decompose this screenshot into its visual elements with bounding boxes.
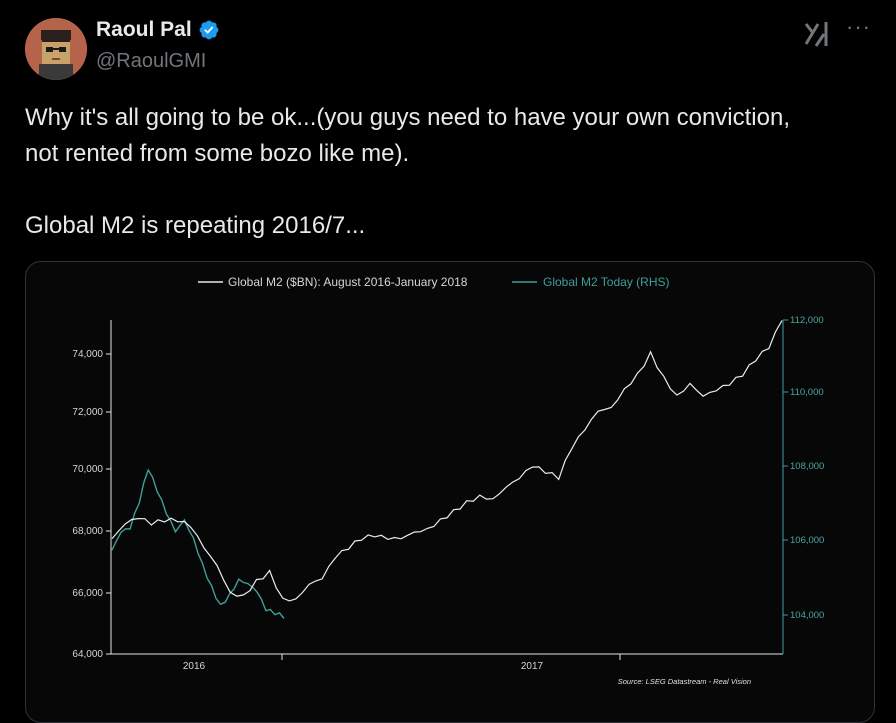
y2-tick-label: 112,000 — [790, 315, 824, 326]
tweet-line: not rented from some bozo like me). — [25, 140, 410, 167]
tweet-line: Global M2 is repeating 2016/7... — [25, 212, 366, 239]
y-tick-label: 64,000 — [72, 649, 103, 660]
y-tick-label: 68,000 — [72, 526, 103, 537]
y2-tick-label: 108,000 — [790, 461, 824, 472]
y-tick-label: 72,000 — [72, 407, 103, 418]
legend-label-today: Global M2 Today (RHS) — [543, 275, 670, 289]
x-tick-label: 2017 — [521, 661, 544, 672]
author-row: Raoul Pal — [96, 18, 220, 42]
grok-icon[interactable] — [802, 20, 832, 48]
m2-chart: Global M2 ($BN): August 2016-January 201… — [72, 275, 824, 686]
verified-badge-icon — [199, 20, 219, 40]
avatar[interactable] — [25, 18, 87, 80]
legend-label-2016: Global M2 ($BN): August 2016-January 201… — [228, 275, 468, 289]
y2-tick-label: 110,000 — [790, 387, 824, 398]
y2-tick-label: 104,000 — [790, 610, 824, 621]
x-tick-label: 2016 — [183, 661, 206, 672]
author-handle[interactable]: @RaoulGMI — [96, 50, 207, 72]
tweet-media[interactable]: Global M2 ($BN): August 2016-January 201… — [25, 261, 875, 723]
tweet-line: Why it's all going to be ok...(you guys … — [25, 104, 790, 131]
pixel-art-avatar — [25, 18, 87, 80]
y-tick-label: 70,000 — [72, 464, 103, 475]
series-line-today — [111, 468, 285, 619]
y-tick-label: 74,000 — [72, 349, 103, 360]
series-line-2016 — [111, 320, 783, 602]
author-name[interactable]: Raoul Pal — [96, 18, 192, 41]
y2-tick-label: 106,000 — [790, 535, 824, 546]
right-axis-ticks: 104,000 106,000 108,000 110,000 112,000 — [783, 315, 824, 621]
chart-source: Source: LSEG Datastream - Real Vision — [618, 677, 751, 686]
tweet-text: Why it's all going to be ok...(you guys … — [25, 100, 885, 244]
more-options-icon[interactable]: ··· — [846, 14, 871, 39]
left-axis-ticks: 64,000 66,000 68,000 70,000 72,000 74,00… — [72, 349, 111, 660]
y-tick-label: 66,000 — [72, 588, 103, 599]
